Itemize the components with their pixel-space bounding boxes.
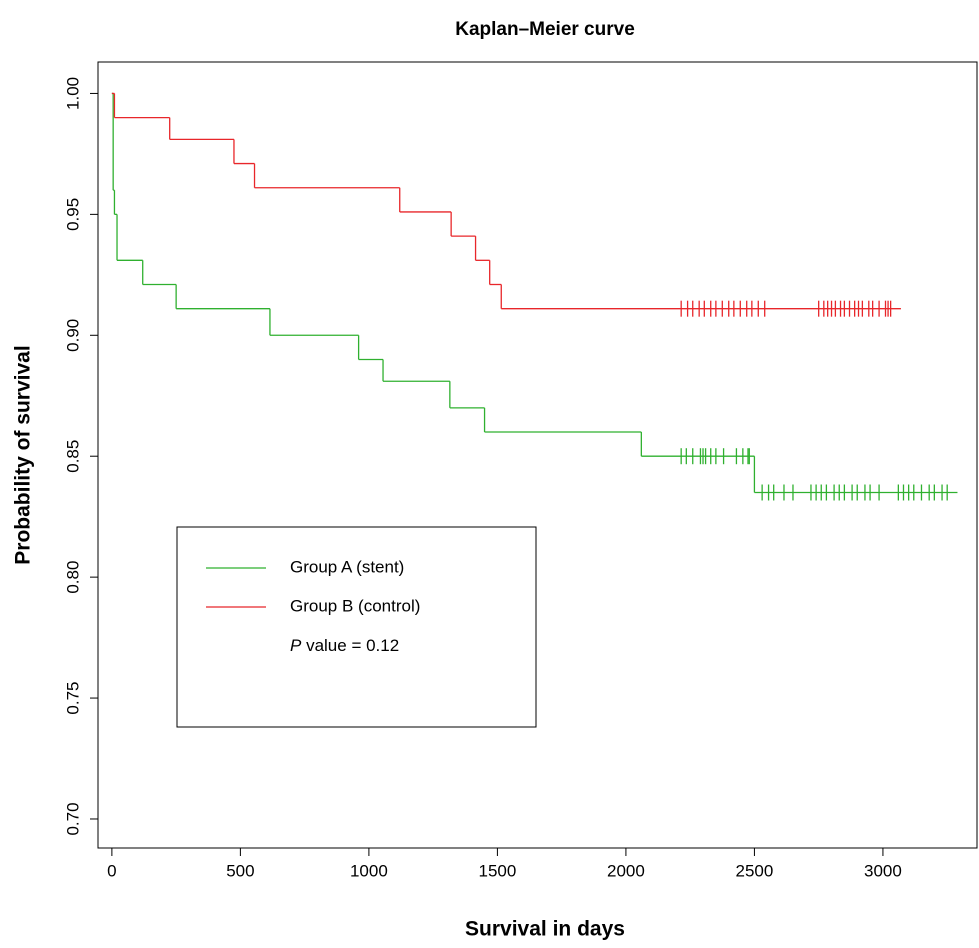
x-tick-label: 500 (226, 861, 254, 880)
legend-box (176, 526, 537, 728)
y-tick-label: 1.00 (63, 77, 82, 110)
p-symbol: P (290, 636, 302, 655)
y-tick-label: 0.95 (63, 198, 82, 231)
plot-frame (97, 61, 978, 849)
y-tick-label: 0.80 (63, 561, 82, 594)
y-tick-label: 0.70 (63, 802, 82, 835)
y-tick-label: 0.75 (63, 682, 82, 715)
y-axis-title: Probability of survival (12, 345, 35, 564)
y-tick-label: 0.90 (63, 319, 82, 352)
p-value: value = 0.12 (306, 636, 399, 655)
x-tick-label: 2000 (607, 861, 645, 880)
legend-label: Group A (stent) (290, 557, 404, 576)
legend-label: Group B (control) (290, 596, 420, 615)
x-tick-label: 3000 (864, 861, 902, 880)
chart-title: Kaplan–Meier curve (455, 19, 635, 40)
y-tick-label: 0.85 (63, 440, 82, 473)
x-tick-label: 0 (107, 861, 116, 880)
x-axis-title: Survival in days (465, 918, 625, 941)
annotation: P value = 0.12 (290, 636, 399, 655)
x-tick-label: 1000 (350, 861, 388, 880)
x-tick-label: 2500 (736, 861, 774, 880)
x-tick-label: 1500 (478, 861, 516, 880)
